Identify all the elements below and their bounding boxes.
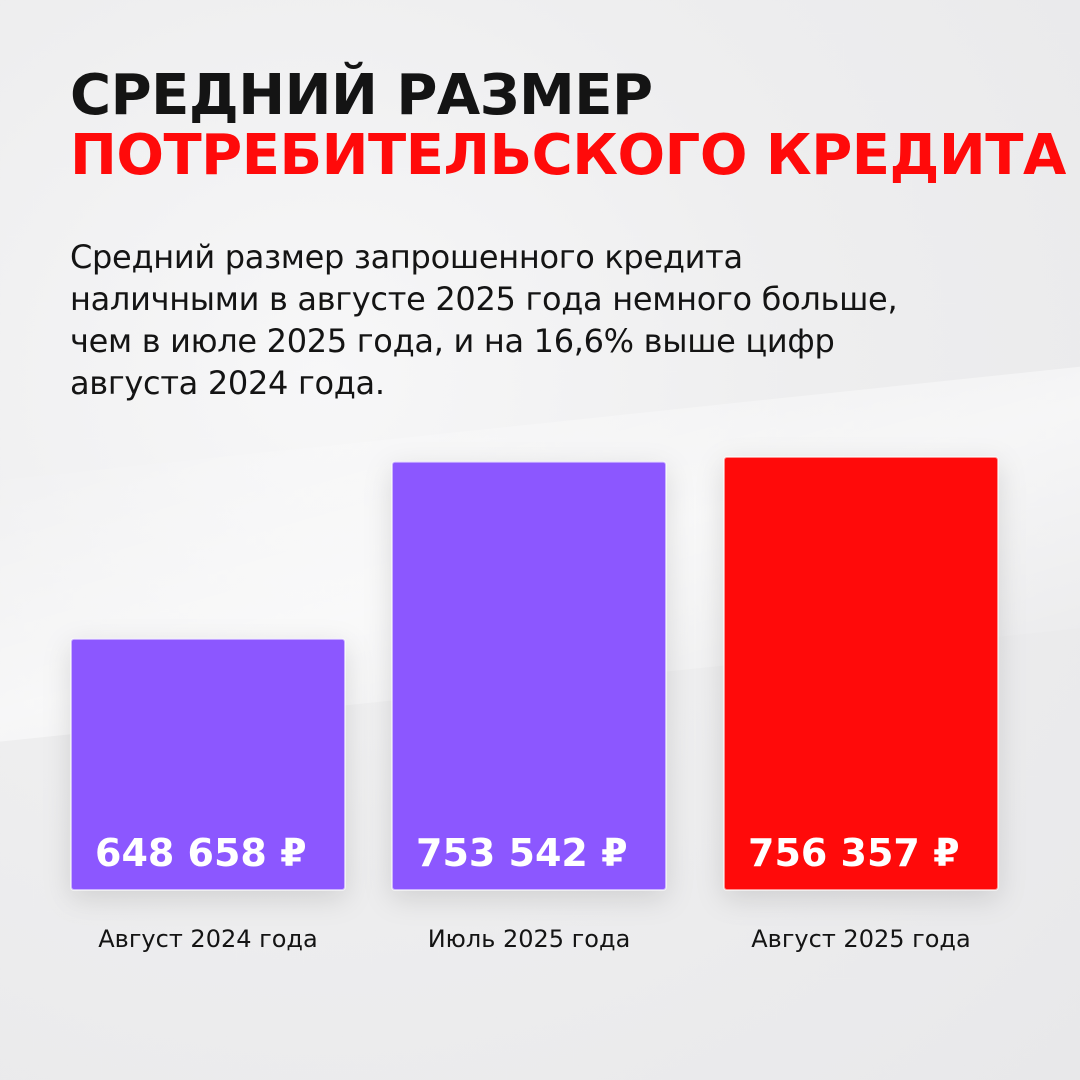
category-label-0: Август 2024 года: [98, 925, 317, 953]
bar-group-2: [723, 456, 999, 891]
description-line-2: наличными в августе 2025 года немного бо…: [70, 280, 898, 318]
description-line-3: чем в июле 2025 года, и на 16,6% выше ци…: [70, 322, 835, 360]
category-label-1: Июль 2025 года: [428, 925, 631, 953]
bar-group-1: [391, 460, 667, 891]
page-title: СРЕДНИЙ РАЗМЕР ПОТРЕБИТЕЛЬСКОГО КРЕДИТА: [70, 66, 1066, 186]
bar-2: [723, 456, 999, 891]
title-line-2: ПОТРЕБИТЕЛЬСКОГО КРЕДИТА: [70, 123, 1066, 188]
description: Средний размер запрошенного кредита нали…: [70, 236, 1030, 404]
bar-group-0: [70, 637, 346, 891]
bar-1: [391, 460, 667, 891]
bar-value-label-1: 753 542 ₽: [416, 831, 628, 875]
bar-0: [70, 637, 346, 891]
description-line-1: Средний размер запрошенного кредита: [70, 238, 743, 276]
bar-value-label-0: 648 658 ₽: [95, 831, 307, 875]
bar-value-label-2: 756 357 ₽: [748, 831, 960, 875]
description-line-4: августа 2024 года.: [70, 364, 385, 402]
title-line-1: СРЕДНИЙ РАЗМЕР: [70, 63, 653, 128]
category-label-2: Август 2025 года: [751, 925, 970, 953]
